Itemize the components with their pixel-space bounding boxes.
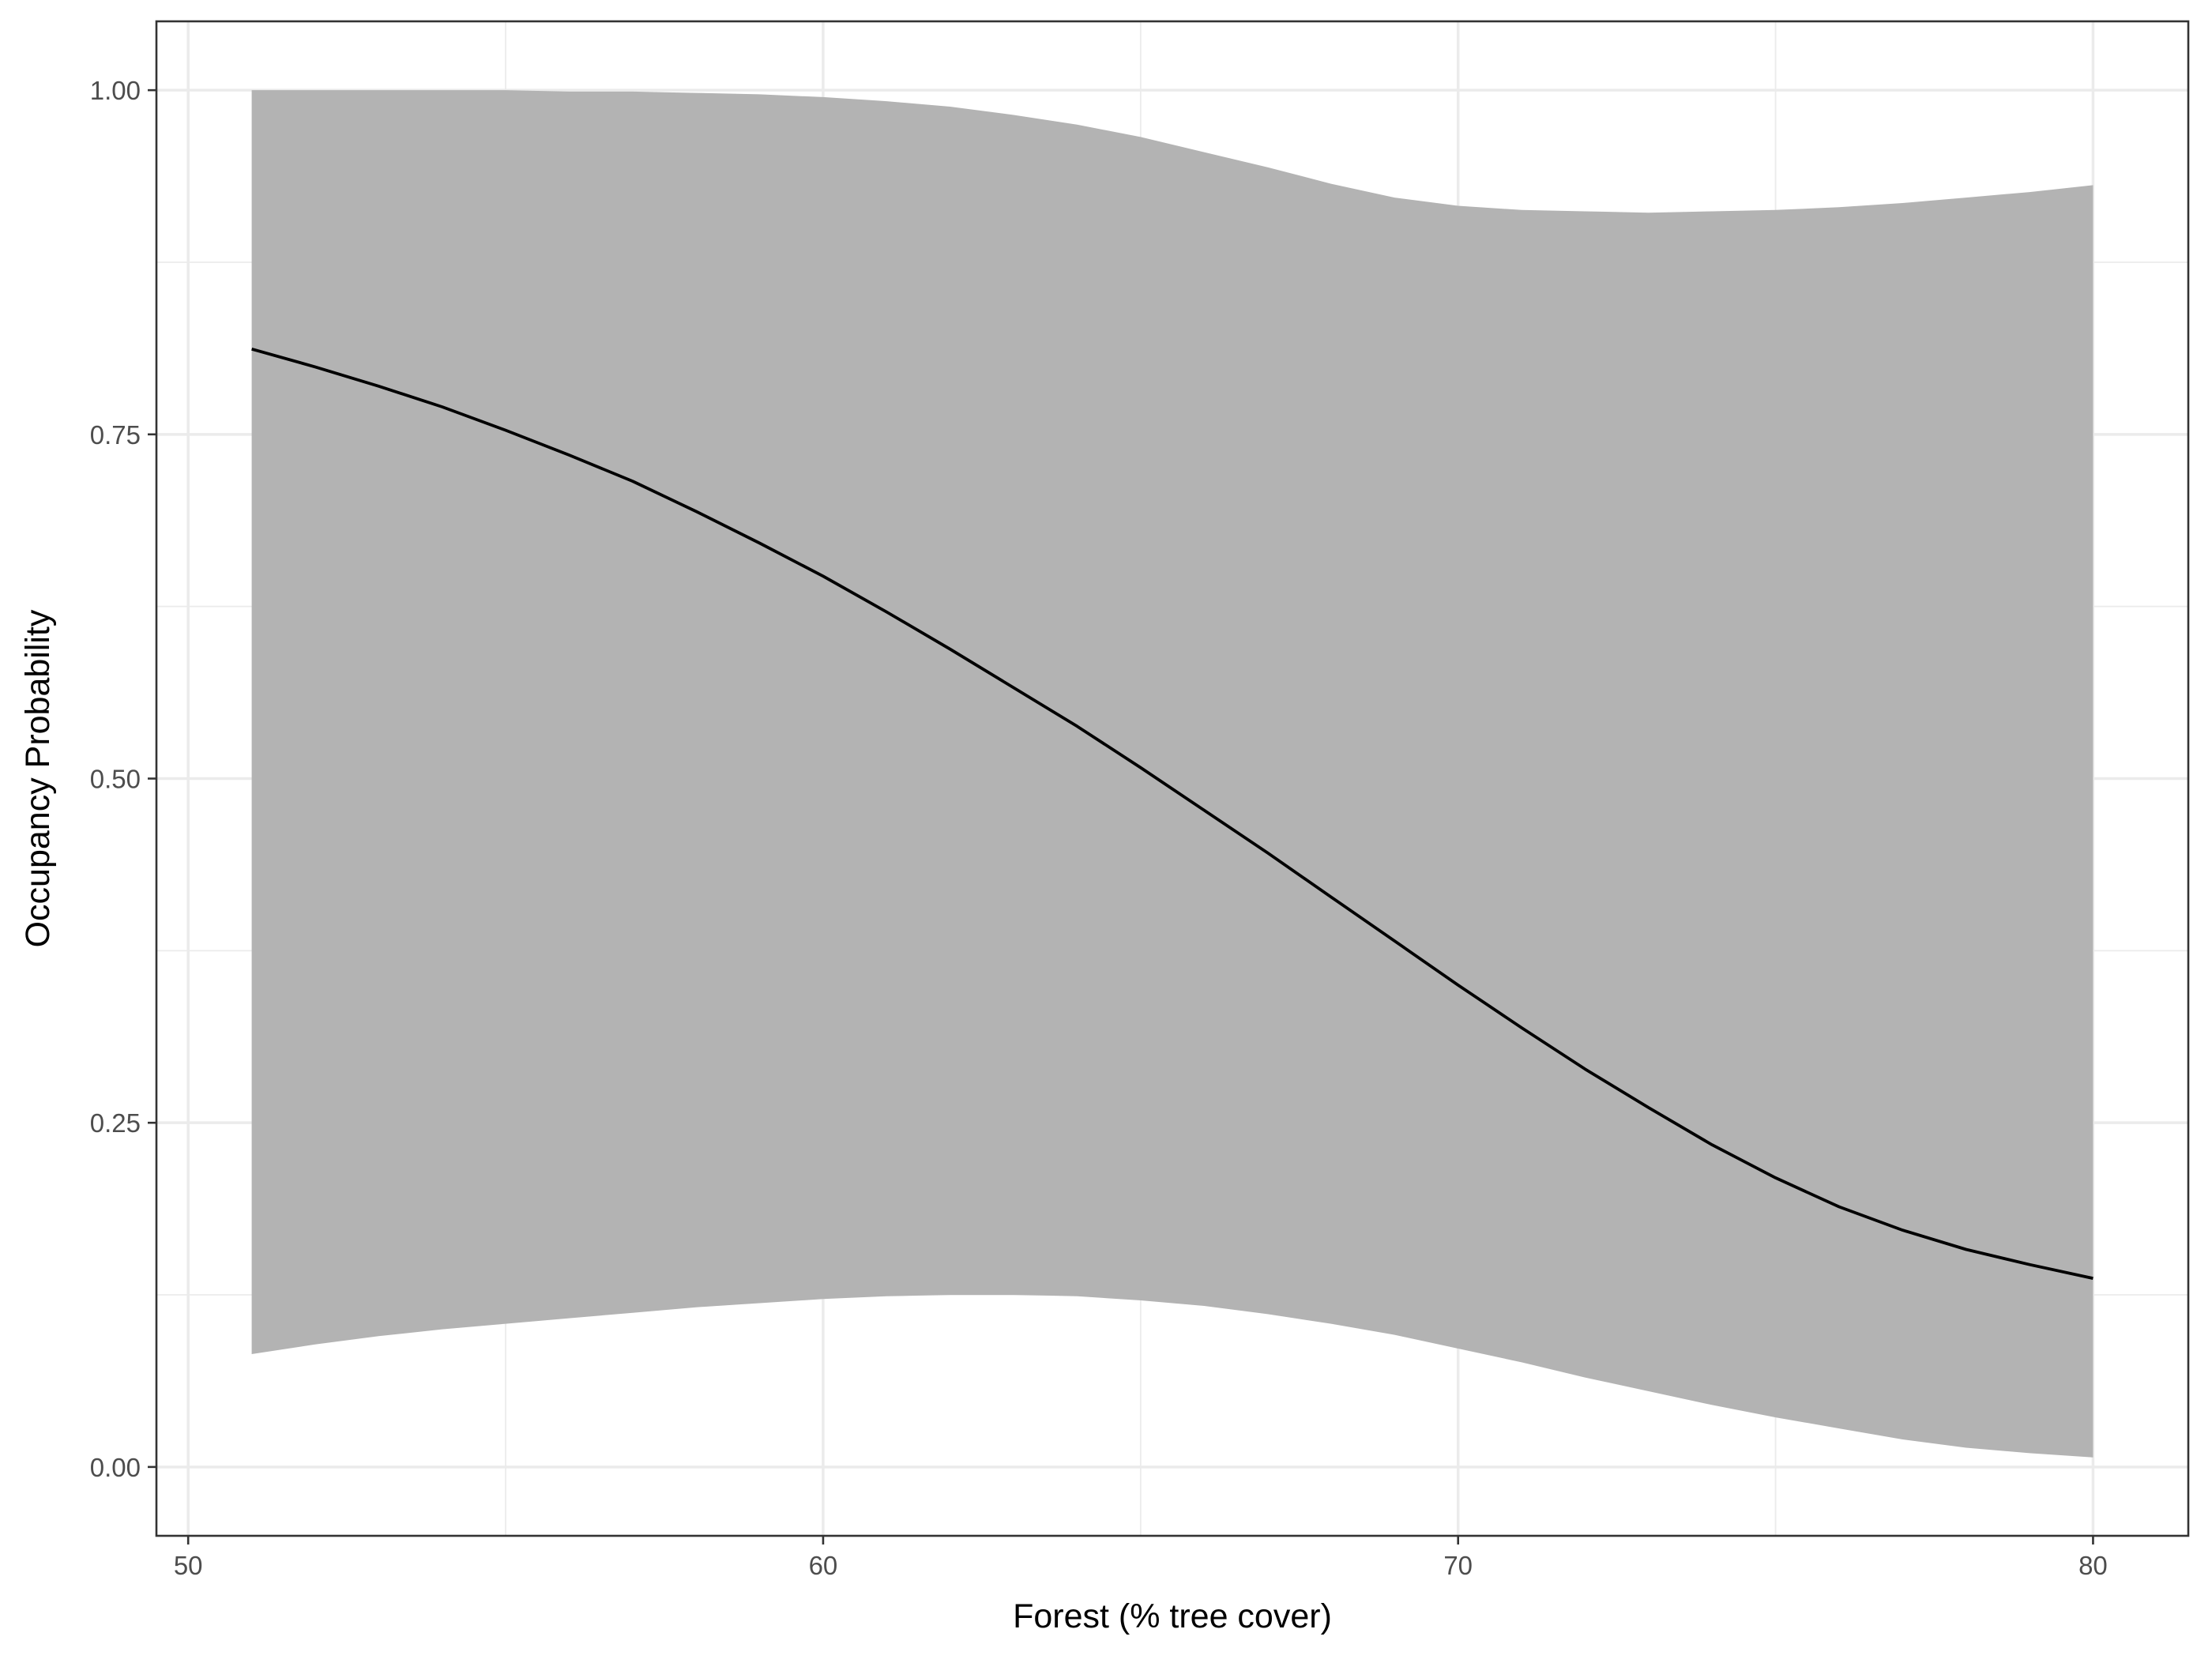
x-tick-label: 60 (809, 1551, 838, 1580)
y-tick-label: 0.25 (90, 1108, 141, 1138)
y-tick-label: 1.00 (90, 76, 141, 105)
prediction-line (251, 347, 2094, 1280)
y-tick-label: 0.00 (90, 1453, 141, 1482)
y-tick-label: 0.75 (90, 420, 141, 450)
y-axis-title: Occupancy Probability (19, 609, 57, 947)
x-tick-label: 70 (1443, 1551, 1473, 1580)
prediction-line-group (251, 347, 2094, 1280)
axis-ticks: 50 60 70 80 0.00 0.25 0.50 0.75 1.00 (90, 76, 2108, 1580)
x-tick-label: 50 (174, 1551, 203, 1580)
y-tick-label: 0.50 (90, 765, 141, 794)
x-tick-label: 80 (2078, 1551, 2108, 1580)
confidence-ribbon-group (251, 90, 2094, 1458)
x-axis-title: Forest (% tree cover) (1013, 1597, 1332, 1635)
confidence-ribbon (251, 90, 2094, 1458)
